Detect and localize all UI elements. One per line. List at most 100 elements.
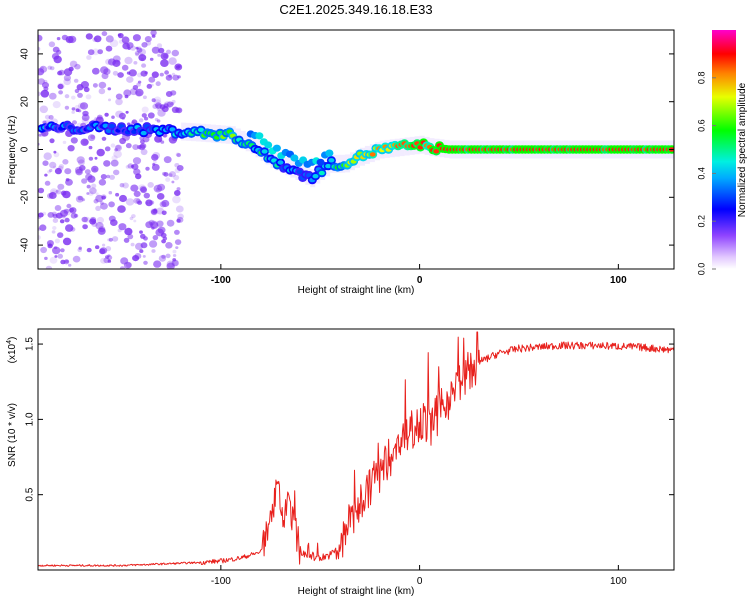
noise-point [57, 82, 65, 90]
noise-point [133, 219, 137, 223]
noise-point [50, 188, 58, 196]
noise-point [148, 76, 156, 83]
y-tick-label: 0.5 [25, 487, 36, 501]
noise-point [160, 140, 165, 144]
noise-point [42, 82, 49, 89]
track-core [261, 149, 268, 154]
noise-point [77, 92, 83, 98]
noise-point [141, 63, 147, 68]
snr-frame [37, 328, 675, 571]
noise-point [137, 80, 142, 84]
noise-point [154, 118, 159, 122]
noise-point [49, 92, 57, 100]
noise-point [124, 227, 133, 236]
noise-point [108, 98, 111, 102]
noise-point [174, 190, 181, 196]
y-tick-label: 0 [20, 146, 31, 152]
noise-point [47, 170, 51, 174]
noise-point [52, 165, 57, 169]
noise-point [126, 76, 134, 83]
noise-point [105, 255, 109, 259]
track-core [369, 152, 376, 157]
noise-point [149, 57, 154, 61]
colorbar: 0.0 0.2 0.4 0.6 0.8 Normalized spectral ampl… [696, 30, 748, 275]
noise-point [163, 103, 169, 108]
noise-point [48, 41, 56, 48]
noise-point [159, 72, 164, 77]
noise-point [64, 217, 70, 223]
colorbar-tick-label: 0.8 [696, 72, 706, 85]
noise-point [158, 255, 167, 262]
noise-point [166, 260, 175, 268]
x-tick-label: 100 [610, 576, 627, 587]
noise-point [161, 199, 170, 208]
noise-point [82, 110, 89, 117]
noise-point [123, 237, 130, 243]
noise-point [39, 65, 48, 73]
noise-point [172, 249, 177, 254]
noise-point [38, 187, 45, 194]
noise-point [88, 145, 93, 150]
noise-point [107, 87, 112, 91]
noise-point [133, 190, 141, 197]
noise-point [85, 33, 93, 40]
snr-unit-label: (x104) [6, 337, 18, 364]
noise-point [79, 165, 86, 171]
noise-point [81, 216, 88, 223]
noise-point [100, 202, 108, 210]
noise-point [58, 164, 64, 169]
spectrogram-ticks: -100 0 100 -40 -20 0 20 40 [20, 48, 674, 286]
track-core [328, 158, 335, 163]
noise-point [152, 152, 161, 159]
noise-point [147, 112, 155, 119]
snr-unit-close: ) [7, 337, 18, 340]
noise-point [84, 169, 91, 175]
noise-point [70, 137, 78, 144]
noise-point [68, 207, 75, 213]
noise-point [115, 98, 123, 106]
noise-point [130, 184, 139, 192]
noise-point [119, 266, 126, 269]
noise-point [111, 155, 118, 161]
colorbar-gradient [712, 30, 736, 269]
snr-series-line [38, 331, 674, 567]
noise-point [40, 246, 47, 254]
noise-point [151, 226, 155, 230]
noise-point [76, 84, 84, 91]
noise-point [82, 224, 88, 230]
noise-point [156, 43, 163, 48]
noise-point [141, 106, 149, 113]
noise-point [172, 254, 177, 257]
noise-point [135, 88, 144, 97]
noise-point [142, 95, 147, 100]
noise-point [88, 156, 94, 161]
figure-title: C2E1.2025.349.16.18.E33 [279, 2, 432, 17]
noise-point [58, 90, 63, 95]
noise-point [153, 260, 162, 268]
noise-point [72, 255, 81, 263]
noise-point [57, 165, 64, 172]
noise-point [130, 242, 135, 247]
noise-point [43, 79, 48, 84]
noise-point [122, 182, 129, 189]
noise-point [86, 184, 91, 189]
noise-point [135, 90, 142, 97]
noise-point [72, 120, 77, 125]
noise-point [98, 179, 107, 186]
noise-point [103, 160, 111, 167]
noise-point [166, 262, 175, 269]
noise-point [75, 166, 83, 174]
branch-point [325, 149, 334, 157]
noise-point [145, 221, 153, 229]
noise-point [171, 180, 175, 184]
noise-point [168, 173, 173, 177]
y-tick-label: 1.0 [25, 412, 36, 426]
track-core [318, 170, 325, 176]
noise-point [92, 67, 100, 75]
noise-point [40, 89, 50, 98]
noise-point [124, 94, 129, 99]
noise-point [101, 136, 107, 141]
noise-point [55, 189, 62, 195]
noise-point [151, 71, 159, 78]
